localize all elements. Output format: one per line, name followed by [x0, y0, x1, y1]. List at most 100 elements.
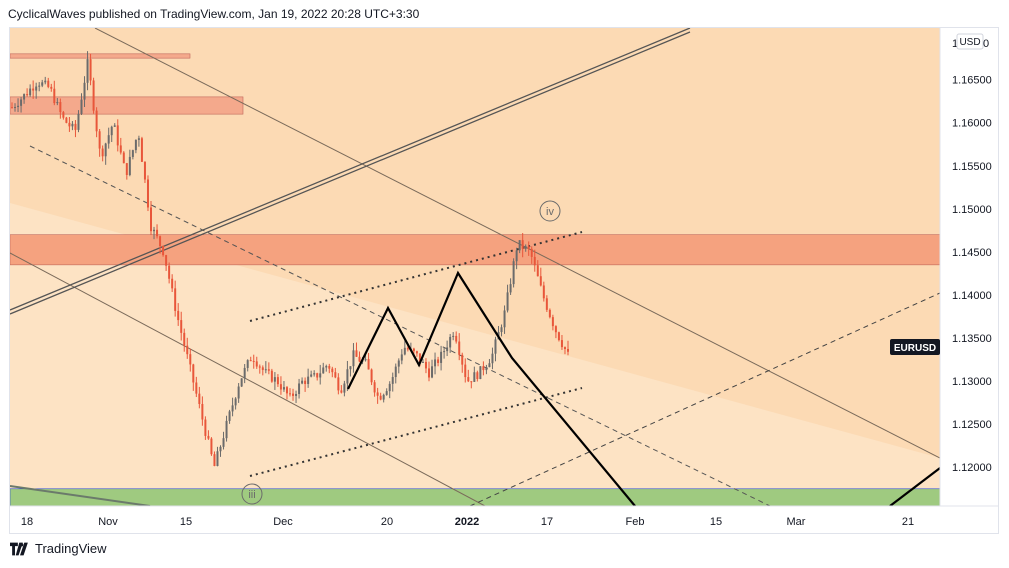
- candle-body: [77, 113, 80, 130]
- candle-body: [515, 250, 518, 262]
- price-axis[interactable]: 1.16500 1.16000 1.15500 1.15000 1.14500 1.140…: [952, 75, 992, 475]
- candle-body: [367, 359, 370, 370]
- candle-body: [461, 354, 464, 365]
- candle-body: [143, 161, 146, 180]
- candle-body: [542, 285, 545, 299]
- wave-label-iii[interactable]: iii: [241, 483, 263, 505]
- candle-body: [261, 367, 264, 370]
- candle-body: [494, 339, 497, 354]
- candle-body: [107, 135, 110, 144]
- publish-header: CyclicalWaves published on TradingView.c…: [8, 7, 419, 21]
- price-tick-label: 1.14500: [952, 247, 992, 259]
- time-axis[interactable]: 18 Nov 15 Dec 20 2022 17 Feb 15 Mar 21: [21, 516, 914, 528]
- candle-body: [424, 361, 427, 369]
- candle-body: [119, 145, 122, 153]
- candle-body: [554, 326, 557, 333]
- candle-body: [134, 139, 137, 151]
- candle-body: [524, 246, 527, 249]
- current-price-badge[interactable]: EURUSD: [890, 339, 940, 355]
- price-tick-label: 1.12000: [952, 462, 992, 474]
- resistance-zone-top: [10, 53, 191, 59]
- candle-body: [328, 365, 331, 369]
- candle-body: [204, 419, 207, 436]
- price-tick-label: 1.13000: [952, 376, 992, 388]
- candle-body: [198, 393, 201, 404]
- candle-body: [237, 386, 240, 399]
- candle-body: [174, 288, 177, 311]
- candle-body: [65, 117, 68, 123]
- candle-body: [536, 265, 539, 277]
- candle-body: [415, 351, 418, 354]
- time-tick-label: Mar: [787, 516, 806, 528]
- candle-body: [292, 393, 295, 396]
- price-chart[interactable]: iv iii 1.16500 1.16000 1.15500 1.15000 1.145…: [10, 28, 998, 533]
- channel-upper-line: [94, 28, 940, 459]
- candle-body: [23, 94, 26, 100]
- candle-body: [567, 348, 569, 352]
- candle-body: [183, 332, 186, 346]
- wave-label-iv[interactable]: iv: [539, 200, 561, 222]
- candle-body: [213, 454, 216, 467]
- candle-body: [334, 372, 337, 378]
- time-axis-background: [10, 506, 998, 533]
- footer-brand[interactable]: TradingView: [10, 541, 107, 556]
- candle-body: [400, 354, 403, 361]
- candle-body: [83, 82, 86, 100]
- candle-body: [467, 377, 470, 382]
- candle-body: [189, 354, 192, 365]
- candle-body: [171, 278, 174, 289]
- candle-body: [125, 163, 128, 175]
- candle-body: [322, 367, 325, 374]
- support-zone: [10, 488, 940, 506]
- candle-body: [403, 347, 406, 355]
- partial-top-tick-suffix: 0: [983, 38, 989, 50]
- candle-body: [92, 80, 95, 111]
- price-tick-label: 1.16000: [952, 118, 992, 130]
- price-tick-label: 1.12500: [952, 419, 992, 431]
- candle-body: [412, 348, 415, 352]
- candle-body: [50, 86, 53, 89]
- candle-body: [337, 377, 340, 391]
- chart-frame: [9, 27, 999, 534]
- candle-body: [304, 380, 307, 384]
- dashed-median-line: [29, 145, 771, 506]
- candle-body: [376, 392, 379, 396]
- candle-body: [397, 360, 400, 367]
- candle-body: [104, 143, 107, 157]
- candle-body: [485, 367, 488, 371]
- time-tick-label: 18: [21, 516, 33, 528]
- candle-body: [222, 438, 225, 447]
- candle-body: [307, 376, 310, 384]
- rising-channel-line: [10, 28, 691, 311]
- candle-body: [177, 310, 180, 321]
- candle-body: [122, 152, 125, 164]
- candle-body: [325, 365, 328, 368]
- candle-body: [153, 229, 156, 232]
- candle-body: [201, 403, 204, 420]
- candle-body: [503, 310, 506, 328]
- publisher-name[interactable]: CyclicalWaves: [8, 7, 86, 21]
- channel-lower-line: [10, 252, 486, 506]
- candle-body: [150, 207, 152, 232]
- time-tick-label: 21: [902, 516, 914, 528]
- candle-body: [285, 387, 288, 394]
- candle-body: [140, 138, 143, 162]
- candle-body: [192, 364, 195, 383]
- candle-body: [225, 420, 228, 439]
- candle-body: [116, 125, 119, 146]
- price-axis-background: [940, 28, 998, 506]
- svg-text:EURUSD: EURUSD: [894, 343, 936, 354]
- candle-body: [482, 366, 485, 371]
- price-tick-label: 1.16500: [952, 75, 992, 87]
- candle-body: [373, 382, 376, 393]
- candles-group: [11, 51, 569, 467]
- candle-body: [295, 393, 298, 396]
- candle-body: [98, 131, 101, 149]
- candle-body: [388, 383, 391, 392]
- candle-body: [32, 88, 35, 91]
- candle-body: [14, 106, 17, 108]
- candle-body: [146, 179, 149, 208]
- candle-body: [101, 148, 104, 157]
- candle-body: [282, 387, 285, 390]
- currency-label[interactable]: USD: [956, 33, 984, 50]
